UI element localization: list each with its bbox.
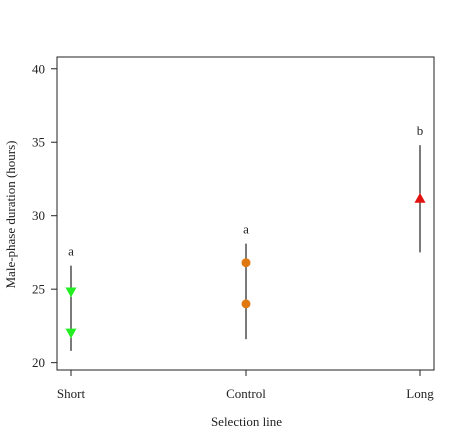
significance-letter: a	[243, 222, 249, 237]
y-tick-label: 25	[32, 282, 45, 297]
y-tick-label: 35	[32, 135, 45, 150]
x-tick-label: Control	[226, 386, 266, 401]
y-axis-title: Male-phase duration (hours)	[3, 140, 18, 288]
x-axis-title: Selection line	[211, 414, 282, 429]
x-tick-label: Long	[406, 386, 434, 401]
y-axis: 20 25 30 35 40	[32, 61, 57, 370]
significance-letter: a	[68, 244, 74, 259]
data-marks: a a b	[65, 123, 426, 351]
y-tick-label: 40	[32, 61, 45, 76]
data-point-triangle-down	[65, 287, 77, 298]
data-point-triangle-up	[414, 192, 426, 203]
data-point-circle	[241, 299, 251, 309]
x-tick-label: Short	[57, 386, 86, 401]
y-tick-label: 30	[32, 208, 45, 223]
significance-letter: b	[417, 123, 424, 138]
x-axis: Short Control Long	[57, 370, 434, 401]
y-tick-label: 20	[32, 355, 45, 370]
data-point-triangle-down	[65, 328, 77, 339]
data-point-circle	[241, 258, 251, 268]
